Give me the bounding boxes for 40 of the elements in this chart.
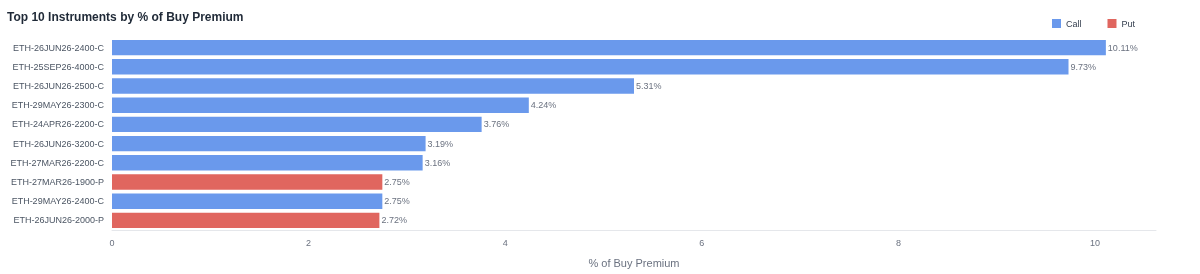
bar	[112, 174, 383, 190]
y-tick-label: ETH-29MAY26-2400-C	[11, 196, 105, 207]
bar	[112, 39, 1106, 56]
bar	[112, 135, 426, 152]
data-label: 3.19%	[427, 138, 454, 149]
x-axis-title: % of Buy Premium	[588, 256, 680, 269]
y-tick-label: ETH-26JUN26-2400-C	[12, 42, 105, 53]
x-tick-label: 4	[502, 237, 508, 248]
y-tick-label: ETH-24APR26-2200-C	[11, 119, 105, 130]
data-label: 9.73%	[1070, 61, 1097, 72]
bar	[112, 212, 380, 229]
bar	[112, 116, 482, 133]
data-label: 2.75%	[384, 196, 410, 207]
x-tick-label: 2	[306, 237, 312, 248]
legend-label: Call	[1065, 18, 1082, 29]
data-label: 2.75%	[384, 177, 410, 187]
data-label: 3.16%	[424, 157, 451, 168]
x-tick-label: 8	[895, 237, 901, 248]
data-label: 3.76%	[483, 119, 510, 130]
y-tick-label: ETH-26JUN26-2000-P	[13, 215, 104, 226]
data-label: 4.24%	[530, 100, 557, 111]
y-tick-label: ETH-27MAR26-2200-C	[10, 157, 105, 168]
data-label: 2.72%	[381, 215, 407, 226]
y-tick-label: ETH-29MAY26-2300-C	[11, 100, 105, 111]
bar	[112, 78, 634, 94]
y-tick-label: ETH-25SEP26-4000-C	[12, 61, 105, 72]
bar	[112, 193, 383, 209]
data-label: 5.31%	[636, 81, 662, 91]
bar	[112, 155, 423, 171]
y-tick-label: ETH-26JUN26-3200-C	[12, 138, 105, 149]
bar	[112, 59, 1069, 75]
y-tick-label: ETH-26JUN26-2500-C	[12, 81, 105, 91]
data-label: 10.11%	[1107, 42, 1138, 53]
bar	[112, 97, 529, 113]
y-tick-label: ETH-27MAR26-1900-P	[10, 177, 104, 187]
x-tick-label: 0	[109, 237, 115, 248]
chart-title: Top 10 Instruments by % of Buy Premium	[7, 10, 244, 24]
x-tick-label: 6	[699, 237, 705, 248]
legend-label: Put	[1121, 18, 1136, 29]
x-tick-label: 10	[1090, 237, 1101, 248]
